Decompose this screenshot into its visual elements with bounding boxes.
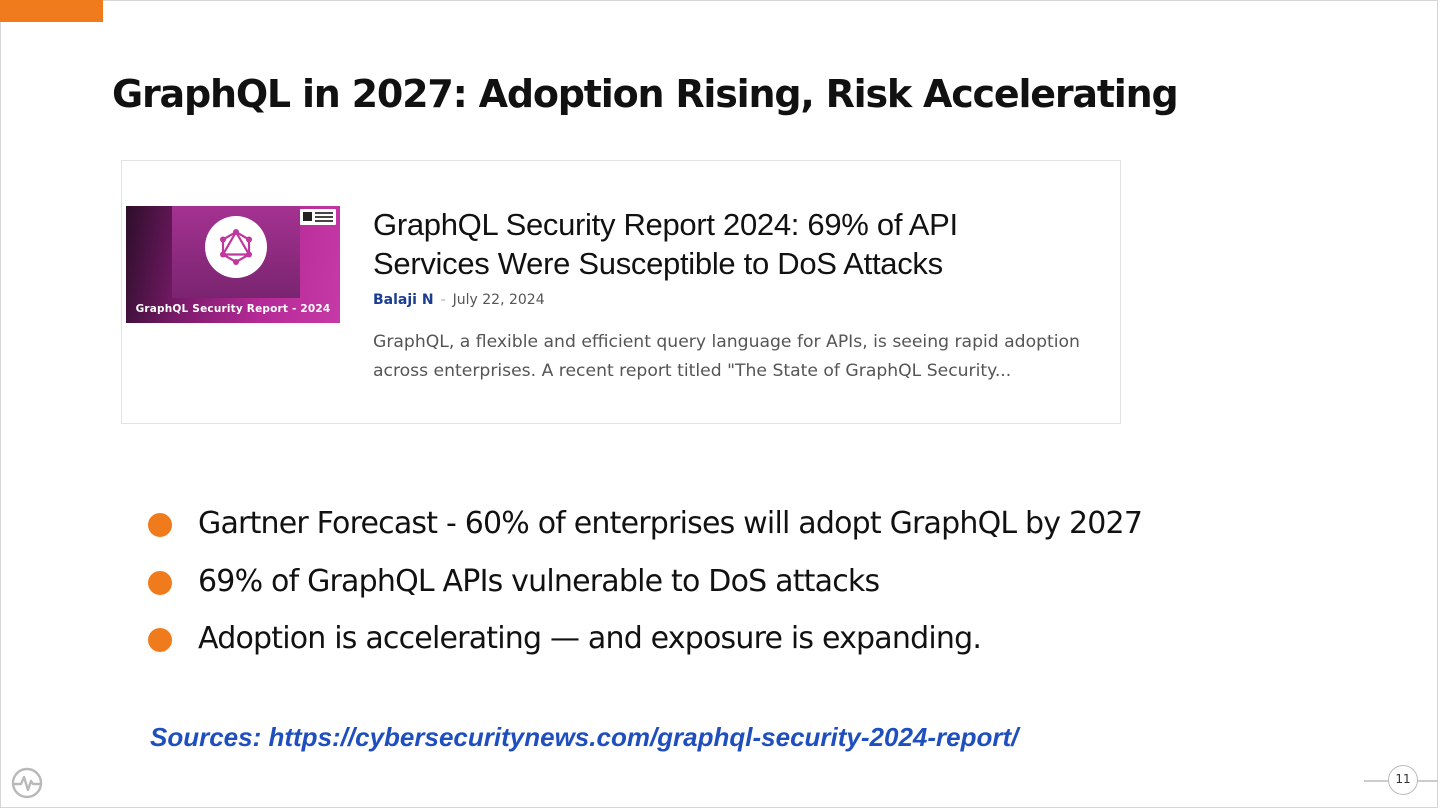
meta-separator: -	[440, 292, 446, 308]
corner-accent	[0, 0, 103, 22]
page-divider-right	[1414, 780, 1438, 782]
sources-link[interactable]: Sources: https://cybersecuritynews.com/g…	[150, 722, 1019, 752]
article-date: July 22, 2024	[452, 292, 545, 308]
slide-title: GraphQL in 2027: Adoption Rising, Risk A…	[112, 72, 1179, 116]
article-thumbnail[interactable]: GraphQL Security Report - 2024	[126, 206, 340, 323]
publisher-badge-icon	[300, 209, 336, 225]
bullet-dot-icon	[148, 628, 172, 652]
graphql-logo-icon	[205, 216, 267, 278]
bullet-text: 69% of GraphQL APIs vulnerable to DoS at…	[198, 563, 880, 599]
article-excerpt: GraphQL, a flexible and efficient query …	[373, 332, 1080, 381]
thumbnail-caption: GraphQL Security Report - 2024	[135, 303, 331, 315]
bullet-text: Gartner Forecast - 60% of enterprises wi…	[198, 506, 1143, 541]
bullet-dot-icon	[148, 513, 172, 537]
article-author[interactable]: Balaji N	[373, 292, 434, 308]
bullet-dot-icon	[148, 570, 172, 595]
article-meta: Balaji N - July 22, 2024	[373, 292, 545, 308]
page-number: 11	[1388, 765, 1418, 795]
bullet-text: Adoption is accelerating — and exposure …	[198, 621, 982, 656]
bullet-item: Gartner Forecast - 60% of enterprises wi…	[148, 500, 1143, 558]
article-headline[interactable]: GraphQL Security Report 2024: 69% of API…	[373, 207, 958, 281]
brand-pulse-logo-icon	[10, 766, 44, 800]
bullet-item: Adoption is accelerating — and exposure …	[148, 615, 1142, 673]
bullet-list: Gartner Forecast - 60% of enterprises wi…	[148, 500, 1143, 673]
article-card[interactable]: GraphQL Security Report - 2024 GraphQL S…	[121, 160, 1121, 424]
page-divider-left	[1364, 780, 1390, 782]
bullet-item: 69% of GraphQL APIs vulnerable to DoS at…	[148, 558, 1142, 616]
